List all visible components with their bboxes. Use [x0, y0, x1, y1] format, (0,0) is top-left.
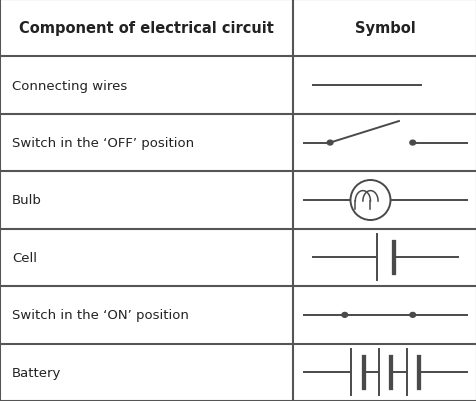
Text: Switch in the ‘OFF’ position: Switch in the ‘OFF’ position: [12, 137, 194, 150]
Circle shape: [409, 313, 415, 318]
Text: Cell: Cell: [12, 251, 37, 264]
Text: Switch in the ‘ON’ position: Switch in the ‘ON’ position: [12, 309, 188, 322]
Circle shape: [341, 313, 347, 318]
Text: Connecting wires: Connecting wires: [12, 79, 127, 92]
Text: Symbol: Symbol: [354, 21, 415, 36]
Text: Bulb: Bulb: [12, 194, 42, 207]
Circle shape: [327, 141, 332, 146]
Text: Battery: Battery: [12, 366, 61, 379]
Text: Component of electrical circuit: Component of electrical circuit: [19, 21, 274, 36]
Circle shape: [409, 141, 415, 146]
